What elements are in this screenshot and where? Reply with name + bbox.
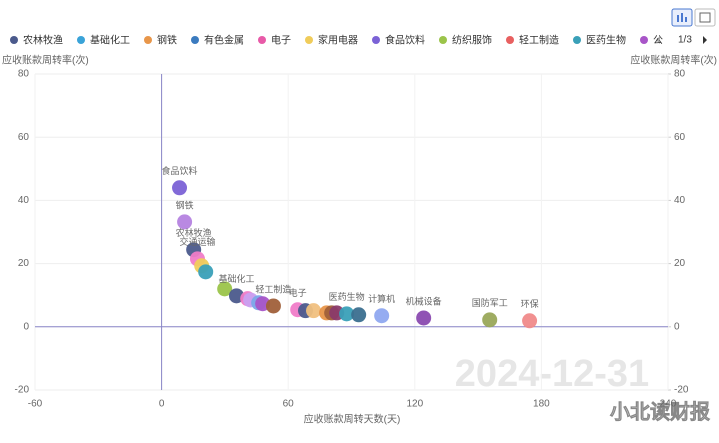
legend-label: 食品饮料 xyxy=(385,34,425,47)
x-axis-title: 应收账款周转天数(天) xyxy=(304,413,401,426)
legend-label: 家用电器 xyxy=(318,34,358,47)
legend-marker xyxy=(439,36,447,44)
icon xyxy=(685,17,687,22)
y-tick-label: 60 xyxy=(18,132,30,143)
point xyxy=(416,310,432,326)
point xyxy=(198,264,214,280)
x-tick-label: -60 xyxy=(28,399,43,410)
legend-label: 轻工制造 xyxy=(519,34,559,47)
brand: 小北读财报 xyxy=(610,399,710,423)
icon xyxy=(699,12,711,23)
point-label: 农林牧渔 xyxy=(176,227,212,238)
legend-marker xyxy=(258,36,266,44)
point-label: 国防军工 xyxy=(472,297,508,308)
x-tick-label: 0 xyxy=(159,399,165,410)
x-tick-label: 120 xyxy=(406,399,423,410)
point-label: 电子 xyxy=(289,287,307,298)
legend-label: 基础化工 xyxy=(90,34,130,47)
point xyxy=(306,303,322,319)
point-label: 食品饮料 xyxy=(162,165,198,176)
point xyxy=(265,298,281,314)
y2-tick-label: 0 xyxy=(674,321,680,332)
point xyxy=(177,214,193,230)
point-label: 机械设备 xyxy=(406,295,442,306)
legend-marker xyxy=(506,36,514,44)
legend-marker xyxy=(191,36,199,44)
legend-label: 医药生物 xyxy=(586,34,626,47)
point xyxy=(217,281,233,297)
legend-marker xyxy=(372,36,380,44)
point-label: 交通运输 xyxy=(179,236,215,247)
point-label: 基础化工 xyxy=(218,273,254,284)
x-tick-label: 60 xyxy=(283,399,295,410)
y2-tick-label: -20 xyxy=(674,385,689,396)
y-tick-label: -20 xyxy=(15,385,30,396)
y2-tick-label: 60 xyxy=(674,132,686,143)
y-tick-label: 40 xyxy=(18,195,30,206)
point xyxy=(374,308,390,324)
legend-prev[interactable] xyxy=(656,36,660,44)
y2-axis-title: 应收账款周转率(次) xyxy=(630,54,717,67)
legend-label: 纺织服饰 xyxy=(452,34,492,47)
legend-label: 钢铁 xyxy=(157,34,177,47)
legend-label: 电子 xyxy=(271,34,291,47)
point-label: 轻工制造 xyxy=(255,283,291,294)
icon xyxy=(681,13,683,22)
point-label: 医药生物 xyxy=(329,291,365,302)
x-tick-label: 240 xyxy=(660,399,677,410)
legend-label: 有色金属 xyxy=(204,34,244,47)
legend-marker xyxy=(144,36,152,44)
y-tick-label: 0 xyxy=(23,321,29,332)
point xyxy=(482,312,498,328)
y2-tick-label: 80 xyxy=(674,69,686,80)
y-tick-label: 80 xyxy=(18,69,30,80)
y-tick-label: 20 xyxy=(18,258,30,269)
table-view-button[interactable] xyxy=(694,8,716,27)
legend-label: 农林牧渔 xyxy=(23,34,63,47)
x-tick-label: 180 xyxy=(533,399,550,410)
legend-label: 公 xyxy=(653,36,663,47)
legend-page: 1/3 xyxy=(678,35,692,46)
legend-marker xyxy=(77,36,85,44)
point xyxy=(351,307,367,323)
y2-tick-label: 40 xyxy=(674,195,686,206)
y-axis-title: 应收账款周转率(次) xyxy=(2,54,89,67)
legend-marker xyxy=(305,36,313,44)
point xyxy=(172,180,188,196)
icon xyxy=(677,15,679,22)
legend-marker xyxy=(640,36,648,44)
legend-next[interactable] xyxy=(703,36,707,44)
watermark: 2024-12-31 xyxy=(455,353,649,395)
point xyxy=(339,306,355,322)
point-label: 环保 xyxy=(521,298,539,309)
point xyxy=(522,313,538,329)
y2-tick-label: 20 xyxy=(674,258,686,269)
legend-marker xyxy=(573,36,581,44)
legend-marker xyxy=(10,36,18,44)
point-label: 计算机 xyxy=(368,293,395,304)
point-label: 钢铁 xyxy=(176,199,194,210)
view-toggle[interactable] xyxy=(671,8,716,27)
